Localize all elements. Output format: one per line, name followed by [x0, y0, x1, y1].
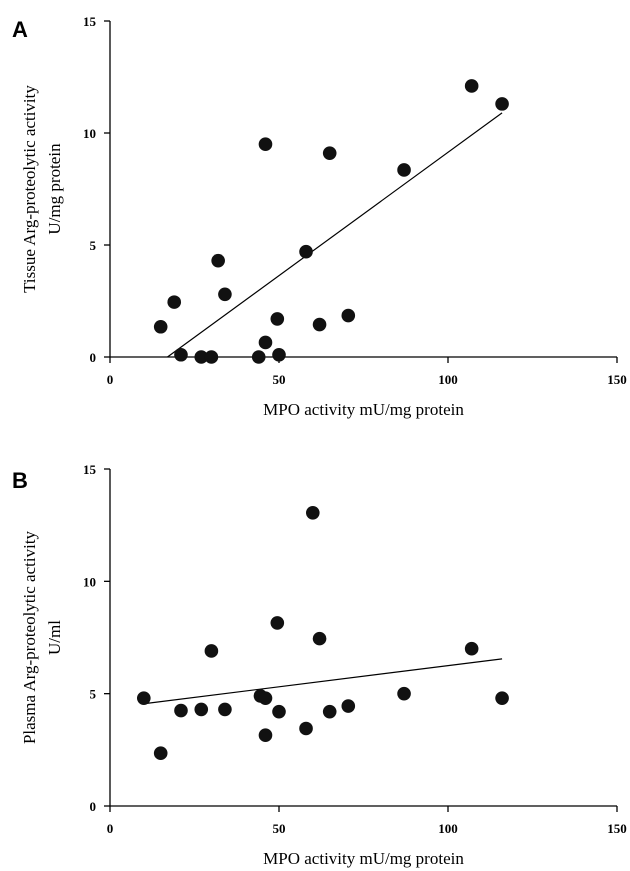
x-tick-label: 0	[107, 821, 114, 836]
y-axis-title-b-line2: U/ml	[45, 620, 64, 655]
points-a	[153, 79, 509, 364]
data-point	[258, 691, 273, 705]
panel-letter-b: B	[12, 468, 28, 493]
x-tick-label: 100	[438, 372, 458, 387]
data-point	[299, 721, 313, 736]
data-point	[495, 97, 509, 111]
y-tick-label: 0	[90, 799, 97, 814]
data-point	[312, 631, 327, 646]
x-axis-title-b: MPO activity mU/mg protein	[263, 849, 464, 868]
y-tick-label: 15	[83, 462, 97, 477]
data-point	[194, 702, 209, 717]
chart-panel-b: B 0 50 100 150 0 5 10 15 MPO activity mU/mg pr…	[12, 462, 627, 868]
data-point	[272, 704, 286, 719]
y-tick-label: 5	[90, 687, 97, 702]
y-tick-label: 0	[90, 350, 97, 365]
y-axis-title-b-line1: Plasma Arg-proteolytic activity	[20, 530, 39, 744]
data-point	[397, 163, 411, 177]
x-ticks-a: 0 50 100 150	[107, 357, 627, 387]
data-point	[270, 312, 285, 326]
y-axis-title-a-line2: U/mg protein	[45, 143, 64, 235]
x-tick-label: 0	[107, 372, 114, 387]
data-point	[153, 319, 168, 334]
y-tick-label: 10	[83, 574, 96, 589]
x-tick-label: 100	[438, 821, 458, 836]
data-point	[397, 686, 411, 701]
data-point	[270, 616, 285, 630]
data-point	[204, 350, 219, 364]
regression-line-b	[143, 658, 503, 705]
data-point	[174, 703, 188, 718]
data-point	[137, 691, 151, 705]
x-tick-label: 150	[607, 372, 627, 387]
data-point	[218, 702, 232, 717]
data-point	[153, 746, 168, 761]
x-ticks-b: 0 50 100 150	[107, 806, 627, 836]
y-ticks-a: 0 5 10 15	[83, 14, 110, 365]
data-point	[341, 699, 356, 713]
regression-line-a	[167, 112, 503, 358]
points-b	[137, 506, 509, 761]
data-point	[251, 350, 266, 364]
x-tick-label: 50	[273, 821, 286, 836]
data-point	[167, 295, 182, 309]
data-point	[312, 317, 327, 332]
data-point	[495, 691, 509, 705]
chart-panel-a: A 0 50 100 150 0 5 10 15 MPO activity mU/mg pr…	[12, 14, 627, 419]
data-point	[322, 146, 337, 160]
data-point	[341, 308, 356, 323]
data-point	[204, 644, 219, 658]
x-tick-label: 150	[607, 821, 627, 836]
data-point	[306, 506, 320, 520]
data-point	[211, 253, 225, 268]
panel-letter-a: A	[12, 17, 28, 42]
data-point	[464, 641, 479, 656]
data-point	[322, 704, 337, 719]
data-point	[174, 347, 188, 362]
y-axis-title-a-line1: Tissue Arg-proteolytic activity	[20, 85, 39, 293]
data-point	[258, 728, 273, 743]
data-point	[258, 335, 273, 350]
y-tick-label: 10	[83, 126, 96, 141]
data-point	[218, 287, 232, 302]
data-point	[299, 244, 313, 259]
data-point	[194, 350, 209, 364]
x-tick-label: 50	[273, 372, 286, 387]
x-axis-title-a: MPO activity mU/mg protein	[263, 400, 464, 419]
y-tick-label: 5	[90, 238, 97, 253]
y-ticks-b: 0 5 10 15	[83, 462, 110, 814]
data-point	[272, 347, 286, 362]
data-point	[258, 137, 273, 151]
y-tick-label: 15	[83, 14, 97, 29]
data-point	[464, 79, 479, 93]
axes-b	[109, 469, 617, 807]
axes-a	[109, 21, 617, 358]
